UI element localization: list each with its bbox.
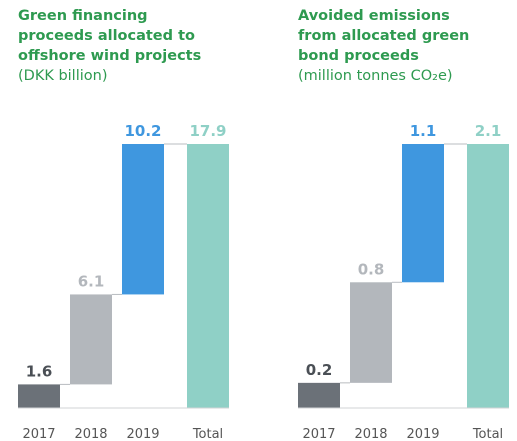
x-tick-label: 2018 bbox=[354, 427, 387, 441]
value-label: 0.2 bbox=[306, 361, 333, 379]
bar bbox=[70, 294, 112, 385]
value-label: 0.8 bbox=[358, 260, 385, 278]
chart-title: offshore wind projects bbox=[18, 48, 202, 64]
value-label: 2.1 bbox=[475, 122, 502, 140]
chart-header: Avoided emissions from allocated green bon… bbox=[298, 6, 517, 86]
chart-header: Green financing proceeds allocated to offs… bbox=[18, 6, 238, 86]
bar bbox=[467, 144, 509, 408]
chart-title: Avoided emissions bbox=[298, 8, 450, 24]
bar bbox=[350, 282, 392, 383]
bar bbox=[402, 144, 444, 283]
chart-title: Green financing bbox=[18, 8, 148, 24]
bar bbox=[187, 144, 229, 408]
bar bbox=[122, 144, 164, 295]
value-label: 17.9 bbox=[189, 122, 226, 140]
x-tick-label: 2019 bbox=[126, 427, 159, 441]
bar bbox=[298, 382, 340, 408]
value-label: 10.2 bbox=[124, 122, 161, 140]
x-tick-label: 2018 bbox=[74, 427, 107, 441]
chart-title: proceeds allocated to bbox=[18, 28, 195, 44]
x-tick-label: 2017 bbox=[22, 427, 55, 441]
chart-title: bond proceeds bbox=[298, 48, 419, 64]
x-tick-label: Total bbox=[192, 427, 223, 441]
bar bbox=[18, 384, 60, 408]
value-label: 6.1 bbox=[78, 272, 105, 290]
chart-subtitle: (DKK billion) bbox=[18, 68, 108, 84]
chart-title: from allocated green bbox=[298, 28, 470, 44]
value-label: 1.6 bbox=[26, 362, 53, 380]
x-tick-label: 2017 bbox=[302, 427, 335, 441]
x-tick-label: Total bbox=[472, 427, 503, 441]
chart-subtitle: (million tonnes CO₂e) bbox=[298, 68, 453, 84]
value-label: 1.1 bbox=[410, 122, 437, 140]
x-tick-label: 2019 bbox=[406, 427, 439, 441]
